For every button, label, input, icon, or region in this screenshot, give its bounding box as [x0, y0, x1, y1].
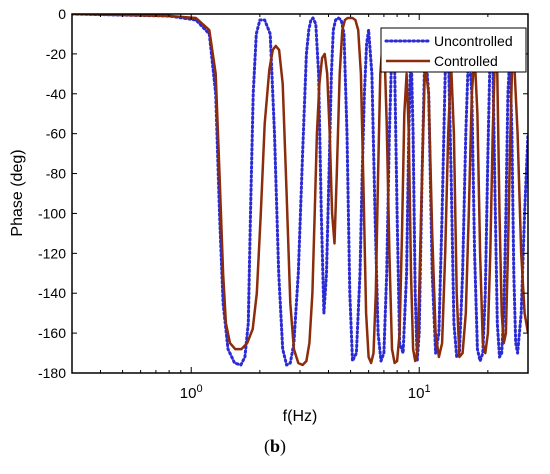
caption-label: b [269, 436, 280, 456]
x-axis-label: f(Hz) [283, 408, 318, 425]
y-tick-label: -20 [46, 46, 66, 62]
y-tick-label: -180 [38, 365, 66, 381]
y-tick-label: -100 [38, 205, 66, 221]
legend-box [380, 27, 527, 73]
legend: Uncontrolled Controlled [380, 27, 527, 73]
y-tick-label: 0 [58, 6, 66, 22]
y-tick-label: -60 [46, 126, 66, 142]
legend-uncontrolled-label: Uncontrolled [434, 33, 513, 49]
series-uncontrolled-line [72, 14, 528, 367]
caption-open: ( [263, 436, 270, 456]
legend-controlled-label: Controlled [434, 53, 498, 69]
figure-caption: (b) [0, 436, 550, 457]
y-tick-label: -120 [38, 245, 66, 261]
y-tick-label: -160 [38, 325, 66, 341]
axes-layer: 0 -20 -40 -60 -80 -100 -120 -140 -160 -180 100 101 [38, 6, 529, 402]
caption-close: ) [280, 436, 286, 456]
y-tick-label: -80 [46, 166, 66, 182]
y-tick-label: -140 [38, 285, 66, 301]
y-axis-label: Phase (deg) [9, 149, 26, 236]
x-tick-label: 100 [180, 383, 203, 402]
x-tick-label: 101 [408, 383, 431, 402]
y-tick-label: -40 [46, 86, 66, 102]
